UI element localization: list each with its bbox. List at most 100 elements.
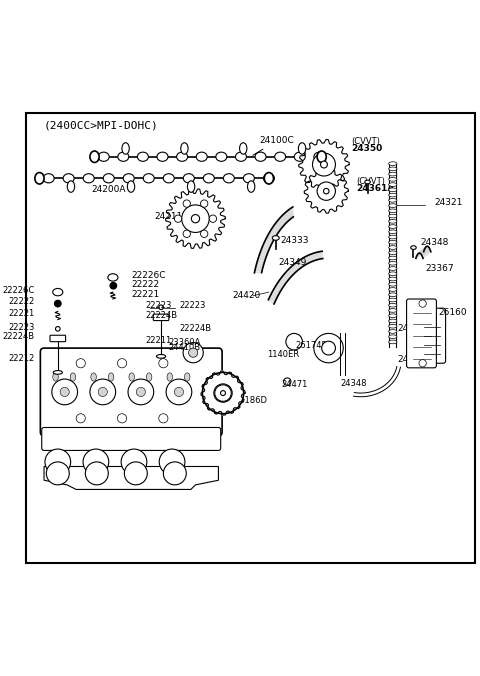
Ellipse shape	[70, 373, 76, 381]
Text: 24410B: 24410B	[168, 343, 200, 352]
Polygon shape	[254, 270, 262, 273]
Ellipse shape	[196, 152, 207, 162]
Polygon shape	[416, 250, 424, 258]
Polygon shape	[282, 214, 286, 224]
Polygon shape	[258, 255, 266, 260]
Polygon shape	[263, 244, 269, 251]
Text: 24350: 24350	[351, 144, 383, 153]
Polygon shape	[309, 254, 313, 262]
Text: 22222: 22222	[131, 280, 159, 289]
Polygon shape	[273, 225, 278, 235]
Polygon shape	[273, 289, 279, 296]
Text: 22223: 22223	[9, 322, 35, 332]
Polygon shape	[274, 287, 280, 294]
Polygon shape	[417, 249, 425, 256]
Text: 22223: 22223	[145, 301, 171, 310]
Text: 23360A: 23360A	[168, 338, 200, 347]
Ellipse shape	[103, 174, 114, 183]
Text: 26174P: 26174P	[296, 341, 327, 350]
Circle shape	[183, 200, 191, 208]
Polygon shape	[277, 281, 283, 289]
Polygon shape	[260, 249, 268, 256]
Circle shape	[174, 215, 182, 222]
Polygon shape	[44, 466, 218, 489]
Circle shape	[215, 385, 231, 402]
Ellipse shape	[389, 167, 397, 171]
Ellipse shape	[204, 174, 215, 183]
Polygon shape	[270, 294, 276, 301]
Ellipse shape	[255, 152, 266, 162]
Polygon shape	[284, 272, 289, 281]
Polygon shape	[311, 254, 315, 261]
Ellipse shape	[389, 319, 397, 323]
Circle shape	[183, 343, 203, 363]
Polygon shape	[289, 208, 292, 219]
Polygon shape	[305, 256, 309, 264]
Ellipse shape	[98, 152, 109, 162]
Polygon shape	[291, 207, 293, 218]
Ellipse shape	[123, 174, 134, 183]
Text: 24461: 24461	[397, 324, 426, 333]
Polygon shape	[269, 231, 275, 240]
Ellipse shape	[187, 180, 195, 192]
Ellipse shape	[389, 209, 397, 213]
Text: 24348: 24348	[420, 239, 449, 247]
Polygon shape	[299, 260, 303, 268]
Ellipse shape	[108, 274, 118, 281]
Polygon shape	[276, 221, 281, 231]
Polygon shape	[419, 246, 427, 253]
Polygon shape	[267, 234, 274, 242]
Ellipse shape	[83, 174, 94, 183]
Polygon shape	[419, 246, 427, 254]
Text: 24471: 24471	[282, 380, 308, 389]
Circle shape	[85, 462, 108, 485]
Text: 24333: 24333	[280, 235, 309, 245]
Circle shape	[214, 384, 232, 402]
Text: 22224B: 22224B	[180, 324, 212, 333]
Polygon shape	[271, 291, 278, 299]
Polygon shape	[418, 247, 426, 254]
Text: 22221: 22221	[131, 290, 159, 299]
Circle shape	[189, 348, 198, 358]
Ellipse shape	[389, 340, 397, 344]
Circle shape	[192, 214, 200, 223]
Polygon shape	[421, 247, 429, 254]
Circle shape	[183, 230, 191, 237]
Polygon shape	[420, 247, 429, 254]
Ellipse shape	[264, 172, 274, 184]
Polygon shape	[417, 248, 425, 256]
Ellipse shape	[389, 283, 397, 286]
Circle shape	[324, 189, 329, 194]
Ellipse shape	[223, 174, 234, 183]
Ellipse shape	[389, 251, 397, 255]
Text: 21186D: 21186D	[235, 396, 267, 405]
Polygon shape	[421, 248, 430, 256]
Polygon shape	[266, 236, 273, 244]
Ellipse shape	[240, 143, 247, 154]
Text: 22226C: 22226C	[2, 286, 35, 295]
FancyBboxPatch shape	[153, 314, 169, 320]
Ellipse shape	[67, 180, 74, 192]
Ellipse shape	[389, 172, 397, 176]
FancyBboxPatch shape	[418, 308, 445, 363]
Ellipse shape	[389, 235, 397, 239]
Ellipse shape	[389, 298, 397, 301]
Circle shape	[110, 283, 117, 289]
Polygon shape	[268, 297, 275, 304]
Ellipse shape	[389, 224, 397, 228]
Ellipse shape	[389, 183, 397, 187]
Polygon shape	[297, 261, 301, 269]
Polygon shape	[419, 246, 427, 254]
Ellipse shape	[127, 180, 135, 192]
Ellipse shape	[137, 152, 148, 162]
Ellipse shape	[389, 230, 397, 234]
Polygon shape	[287, 269, 293, 277]
Text: 1140ER: 1140ER	[266, 350, 299, 359]
Ellipse shape	[389, 245, 397, 249]
Circle shape	[174, 387, 183, 397]
Polygon shape	[281, 216, 285, 226]
Circle shape	[159, 359, 168, 368]
Polygon shape	[313, 253, 317, 260]
Ellipse shape	[53, 373, 58, 381]
Polygon shape	[262, 247, 268, 253]
